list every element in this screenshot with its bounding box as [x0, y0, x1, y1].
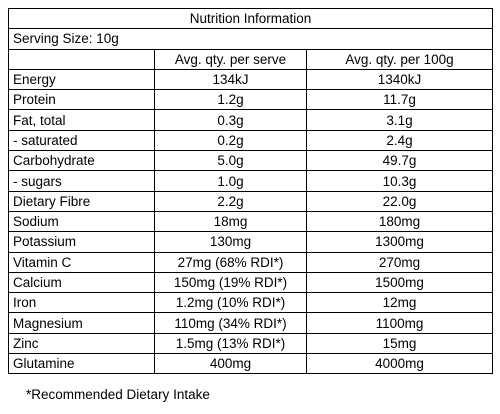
per-serve-value: 150mg (19% RDI*) [154, 271, 307, 294]
per-100g-value: 11.7g [305, 89, 494, 111]
nutrient-name: Sodium [8, 210, 155, 233]
per-serve-value: 130mg [154, 231, 307, 253]
nutrient-name: Zinc [8, 332, 155, 355]
per-serve-value: 27mg (68% RDI*) [154, 251, 307, 273]
table-row: Magnesium 110mg (34% RDI*) 1100mg [8, 312, 494, 334]
nutrient-name: Magnesium [8, 312, 155, 334]
per-serve-value: 1.2mg (10% RDI*) [154, 292, 307, 314]
per-100g-value: 1300mg [305, 231, 494, 253]
per-100g-value: 10.3g [305, 170, 494, 192]
per-serve-value: 1.5mg (13% RDI*) [154, 332, 307, 355]
per-serve-value: 2.2g [154, 190, 307, 212]
nutrition-table: Nutrition Information Serving Size: 10g … [7, 7, 494, 375]
per-100g-value: 22.0g [305, 190, 494, 212]
header-per-serve: Avg. qty. per serve [154, 48, 307, 70]
per-serve-value: 1.2g [154, 89, 307, 111]
per-100g-value: 1500mg [305, 271, 494, 294]
table-row: - saturated 0.2g 2.4g [8, 129, 494, 152]
footnote: *Recommended Dietary Intake [26, 387, 210, 402]
table-row: Iron 1.2mg (10% RDI*) 12mg [8, 292, 494, 314]
per-100g-value: 4000mg [305, 353, 494, 375]
per-serve-value: 110mg (34% RDI*) [154, 312, 307, 334]
table-title: Nutrition Information [7, 7, 494, 30]
nutrient-name: Vitamin C [8, 251, 155, 273]
per-100g-value: 1340kJ [305, 68, 494, 91]
per-serve-value: 18mg [154, 210, 307, 233]
per-100g-value: 15mg [305, 332, 494, 355]
table-row: Vitamin C 27mg (68% RDI*) 270mg [8, 251, 494, 273]
table-row: Fat, total 0.3g 3.1g [8, 109, 494, 131]
serving-size-row: Serving Size: 10g [7, 28, 494, 50]
table-row: Potassium 130mg 1300mg [8, 231, 494, 253]
per-serve-value: 134kJ [154, 68, 307, 91]
per-100g-value: 12mg [305, 292, 494, 314]
nutrient-name: Glutamine [8, 353, 155, 375]
nutrient-name: Calcium [8, 271, 155, 294]
table-row: - sugars 1.0g 10.3g [8, 170, 494, 192]
nutrient-name: Dietary Fibre [8, 190, 155, 212]
nutrient-name: - sugars [8, 170, 155, 192]
table-row: Energy 134kJ 1340kJ [8, 68, 494, 91]
table-row: Carbohydrate 5.0g 49.7g [8, 150, 494, 172]
title-row: Nutrition Information [7, 7, 494, 30]
table-row: Sodium 18mg 180mg [8, 210, 494, 233]
per-serve-value: 400mg [154, 353, 307, 375]
per-serve-value: 5.0g [154, 150, 307, 172]
per-100g-value: 2.4g [305, 129, 494, 152]
per-100g-value: 270mg [305, 251, 494, 273]
table-row: Glutamine 400mg 4000mg [8, 353, 494, 375]
per-100g-value: 3.1g [305, 109, 494, 131]
per-serve-value: 0.3g [154, 109, 307, 131]
nutrient-name: Iron [8, 292, 155, 314]
nutrient-name: Carbohydrate [8, 150, 155, 172]
per-100g-value: 180mg [305, 210, 494, 233]
per-100g-value: 1100mg [305, 312, 494, 334]
table-row: Dietary Fibre 2.2g 22.0g [8, 190, 494, 212]
serving-size: Serving Size: 10g [7, 28, 494, 50]
per-100g-value: 49.7g [305, 150, 494, 172]
header-nutrient [8, 48, 155, 70]
nutrient-name: Potassium [8, 231, 155, 253]
table-row: Calcium 150mg (19% RDI*) 1500mg [8, 271, 494, 294]
nutrient-name: Energy [8, 68, 155, 91]
nutrient-name: - saturated [8, 129, 155, 152]
header-per-100g: Avg. qty. per 100g [305, 48, 494, 70]
table-row: Zinc 1.5mg (13% RDI*) 15mg [8, 332, 494, 355]
header-row: Avg. qty. per serve Avg. qty. per 100g [8, 48, 494, 70]
table-row: Protein 1.2g 11.7g [8, 89, 494, 111]
per-serve-value: 0.2g [154, 129, 307, 152]
per-serve-value: 1.0g [154, 170, 307, 192]
nutrient-name: Fat, total [8, 109, 155, 131]
nutrient-name: Protein [8, 89, 155, 111]
